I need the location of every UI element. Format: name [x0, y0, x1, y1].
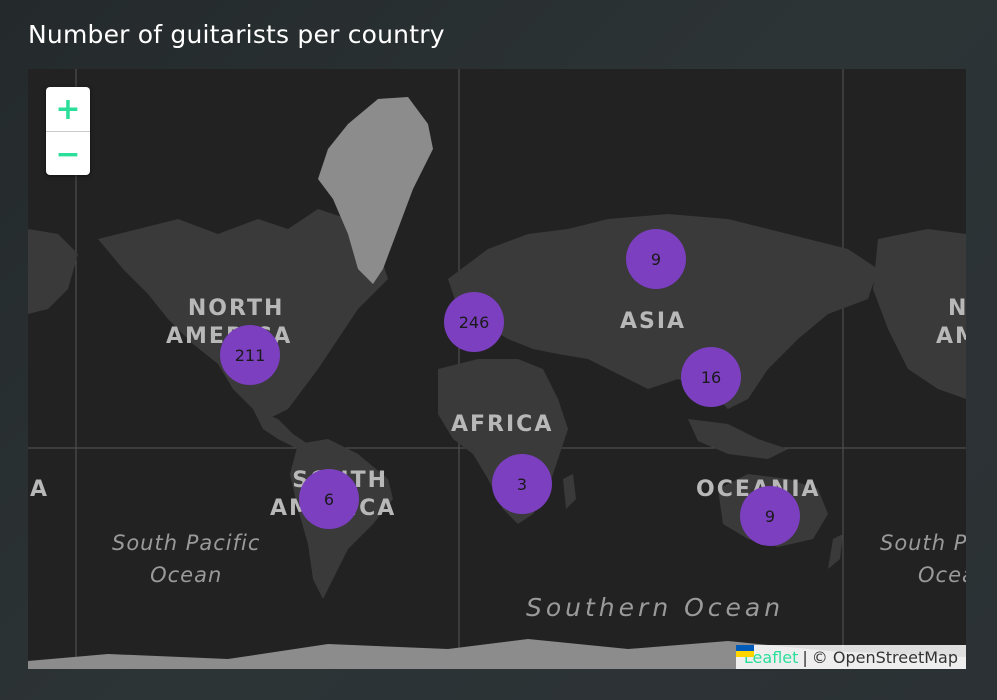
label-right-pacific-line1: South P	[880, 531, 966, 555]
cluster-marker[interactable]: 16	[681, 347, 741, 407]
label-left-edge: A	[30, 477, 48, 502]
landmass-central-america	[253, 409, 308, 449]
label-right-edge-line1: N	[948, 296, 966, 321]
landmass-eurasia	[448, 214, 878, 409]
cluster-marker[interactable]: 211	[220, 325, 280, 385]
cluster-marker[interactable]: 9	[740, 486, 800, 546]
cluster-marker[interactable]: 3	[492, 454, 552, 514]
cluster-marker[interactable]: 246	[444, 292, 504, 352]
label-africa: AFRICA	[451, 412, 554, 437]
landmass-greenland	[318, 97, 433, 284]
label-right-pacific-line2: Ocea	[918, 563, 966, 587]
landmass-antarctica	[28, 639, 966, 669]
cluster-marker[interactable]: 6	[299, 469, 359, 529]
label-south-pacific: South Pacific Ocean	[112, 527, 260, 591]
label-right-edge-line2: AM	[936, 324, 966, 349]
label-asia: ASIA	[620, 309, 687, 334]
landmass-se-asia	[688, 419, 788, 459]
landmass-north-america-repeat	[873, 229, 966, 399]
page-title: Number of guitarists per country	[28, 20, 445, 49]
label-right-edge: N AM	[936, 295, 966, 351]
zoom-out-button[interactable]: −	[55, 136, 81, 172]
landmass-new-zealand	[828, 534, 843, 569]
attribution-separator: |	[802, 647, 808, 667]
landmass-asia-repeat	[28, 229, 78, 314]
zoom-in-button[interactable]: +	[46, 87, 90, 132]
osm-attribution[interactable]: © OpenStreetMap	[811, 647, 958, 667]
leaflet-link[interactable]: Leaflet	[743, 647, 799, 667]
map-attribution: Leaflet | © OpenStreetMap	[735, 645, 966, 669]
zoom-control: + −	[46, 87, 90, 175]
ukraine-flag-icon	[735, 645, 754, 657]
label-southern-ocean: Southern Ocean	[526, 593, 785, 622]
label-north-america-line1: NORTH	[187, 296, 285, 321]
cluster-marker[interactable]: 9	[626, 229, 686, 289]
label-south-pacific-line2: Ocean	[150, 563, 223, 587]
label-right-pacific: South P Ocea	[880, 527, 966, 591]
landmass-north-america	[98, 209, 388, 419]
label-south-pacific-line1: South Pacific	[112, 531, 261, 555]
map-container[interactable]: + − NORTH AMERICA SOUTH AMERICA ASIA AFR…	[28, 69, 966, 669]
landmass-madagascar	[563, 474, 576, 509]
